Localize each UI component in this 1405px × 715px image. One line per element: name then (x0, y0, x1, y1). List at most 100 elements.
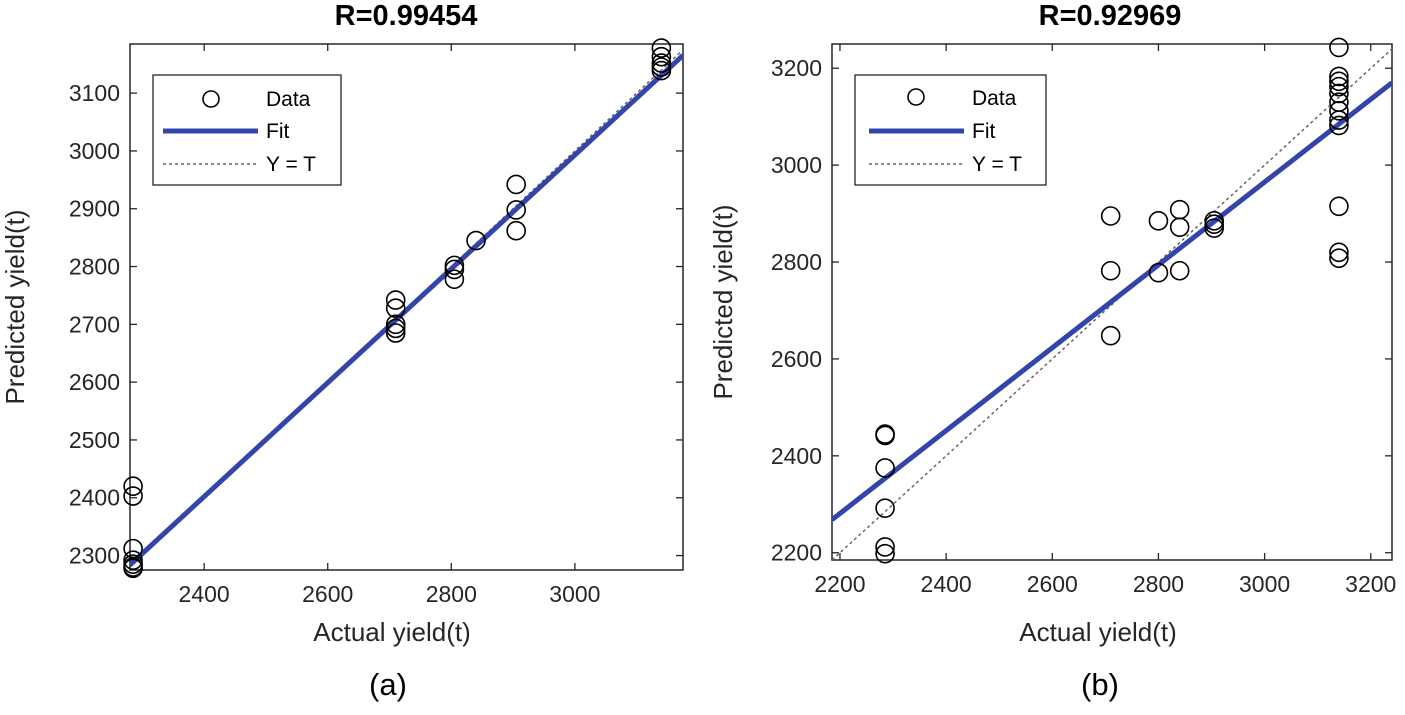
y-tick-label-b-1: 2400 (771, 443, 822, 469)
data-point-b-28 (1329, 248, 1349, 268)
data-point-b-11 (1169, 199, 1190, 220)
data-point-a-6 (123, 558, 143, 579)
x-tick-label-b-4: 3000 (1239, 571, 1290, 597)
data-point-b-6 (1100, 206, 1121, 226)
panel-b: 2200 2400 2600 2800 3000 3200 2200 2400 2600 2800… (708, 0, 1396, 702)
data-point-a-23 (651, 60, 672, 81)
legend-label-ideal-b: Y = T (972, 153, 1022, 176)
data-point-b-27 (1329, 242, 1349, 263)
data-point-b-26 (1329, 196, 1349, 217)
x-tick-label-b-2: 2600 (1027, 571, 1078, 597)
data-point-b-3 (875, 498, 895, 518)
data-point-a-13 (444, 259, 465, 280)
data-point-a-0 (123, 476, 143, 496)
data-point-b-7 (1100, 260, 1121, 281)
data-point-b-0 (875, 424, 895, 444)
legend-label-ideal-a: Y = T (266, 153, 316, 176)
data-point-b-25 (1329, 115, 1349, 136)
data-point-a-18 (506, 220, 526, 241)
data-point-b-12 (1169, 217, 1190, 237)
x-tick-label-b-1: 2400 (921, 571, 972, 597)
y-tick-label-a-2: 2500 (69, 427, 120, 453)
y-tick-label-a-4: 2700 (69, 311, 120, 337)
y-tick-label-b-4: 3000 (771, 152, 822, 178)
data-point-a-10 (385, 318, 406, 339)
data-point-a-12 (444, 255, 465, 276)
data-point-a-8 (385, 298, 406, 318)
data-point-a-17 (506, 200, 526, 220)
x-tick-label-b-3: 2800 (1133, 571, 1184, 597)
data-point-b-9 (1148, 211, 1169, 231)
data-point-b-8 (1100, 325, 1121, 346)
data-point-a-15 (466, 230, 486, 251)
data-point-b-13 (1169, 260, 1190, 281)
data-point-b-16 (1204, 218, 1224, 238)
legend-marker-data-b (907, 88, 925, 106)
y-tick-label-a-6: 2900 (69, 196, 120, 222)
data-point-b-10 (1148, 262, 1169, 283)
data-point-a-1 (123, 486, 143, 506)
lines-a (130, 49, 683, 568)
plot-frame-a (129, 43, 684, 571)
fit-line-a (130, 53, 683, 567)
legend-label-data-a: Data (266, 88, 311, 111)
x-tick-label-a-0: 2400 (179, 581, 230, 607)
data-point-a-14 (444, 269, 465, 290)
data-point-b-18 (1329, 66, 1349, 87)
x-tick-label-b-0: 2200 (814, 571, 865, 597)
data-point-b-2 (875, 458, 895, 478)
data-point-b-4 (875, 537, 895, 557)
y-tick-label-a-3: 2600 (69, 369, 120, 395)
y-tick-label-a-8: 3100 (69, 80, 120, 106)
fit-line-b (832, 80, 1392, 522)
legend-label-fit-b: Fit (972, 120, 995, 143)
ticks-b: 2200 2400 2600 2800 3000 3200 2200 2400 2600 2800… (771, 44, 1396, 597)
data-point-a-16 (506, 174, 526, 195)
y-axis-label-b: Predicted yield(t) (708, 204, 738, 399)
x-tick-label-a-3: 3000 (549, 581, 600, 607)
legend-a: Data Fit Y = T (152, 74, 342, 186)
legend-marker-data-a (202, 90, 220, 108)
chart-title-b: R=0.92969 (1039, 0, 1182, 32)
data-point-b-23 (1329, 101, 1349, 121)
data-point-a-21 (651, 53, 672, 73)
legend-b: Data Fit Y = T (854, 74, 1047, 186)
x-tick-label-a-2: 2800 (426, 581, 477, 607)
x-axis-label-b: Actual yield(t) (1019, 617, 1177, 647)
chart-title-a: R=0.99454 (335, 0, 478, 32)
panel-caption-b: (b) (1081, 667, 1119, 702)
y-tick-label-b-5: 3200 (771, 55, 822, 81)
data-point-a-19 (651, 38, 672, 58)
markers-a (123, 38, 672, 579)
data-point-a-3 (123, 550, 143, 570)
x-tick-label-b-5: 3200 (1345, 571, 1396, 597)
y-tick-label-b-2: 2600 (771, 346, 822, 372)
data-point-a-7 (385, 290, 406, 310)
ideal-line-b (832, 48, 1392, 560)
plot-frame-b (831, 43, 1393, 561)
data-point-b-19 (1329, 71, 1349, 92)
panel-caption-a: (a) (369, 667, 407, 702)
data-point-b-5 (875, 543, 895, 564)
data-point-a-20 (651, 46, 672, 67)
ticks-a: 2400 2600 2800 3000 2300 2400 2500 2600 2700 2800… (69, 44, 683, 607)
legend-label-fit-a: Fit (266, 120, 289, 143)
markers-b (875, 37, 1349, 564)
y-tick-label-a-0: 2300 (69, 543, 120, 569)
data-point-a-9 (385, 314, 406, 335)
data-point-b-24 (1329, 110, 1349, 130)
y-tick-label-a-7: 3000 (69, 138, 120, 164)
x-axis-label-a: Actual yield(t) (313, 617, 471, 647)
y-tick-label-b-3: 2800 (771, 249, 822, 275)
lines-b (832, 48, 1392, 560)
legend-label-data-b: Data (972, 87, 1017, 110)
y-tick-label-a-5: 2800 (69, 254, 120, 280)
data-point-b-1 (875, 425, 895, 446)
data-point-b-17 (1329, 37, 1349, 58)
panel-a: 2400 2600 2800 3000 2300 2400 2500 2600 2700 2800… (0, 0, 684, 702)
y-tick-label-a-1: 2400 (69, 485, 120, 511)
y-axis-label-a: Predicted yield(t) (0, 209, 30, 404)
y-tick-label-b-0: 2200 (771, 540, 822, 566)
